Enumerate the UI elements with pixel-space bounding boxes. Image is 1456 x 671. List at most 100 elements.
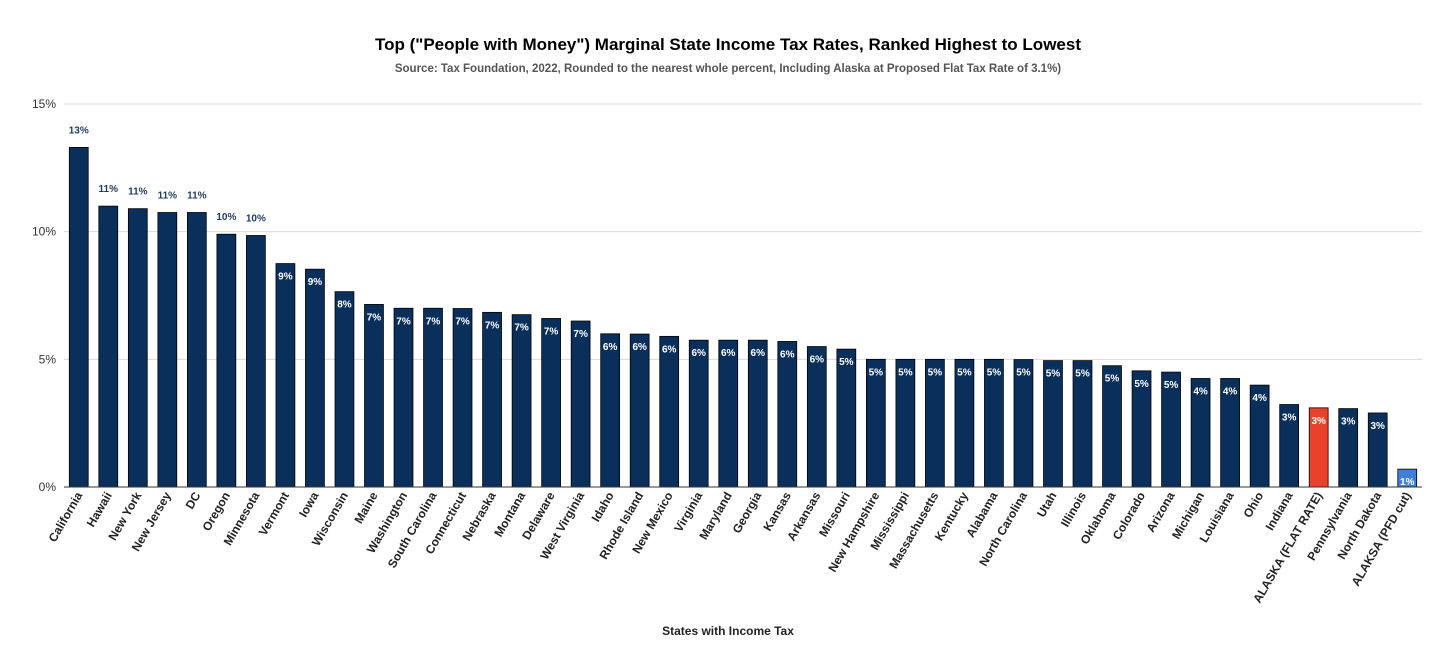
x-tick-label: Iowa — [296, 489, 322, 519]
data-labels: 13% 11% 11% 11% 11% 10% 10% 9% 9% 8% 7% 7% 7% 7% 7% 7% 7… — [69, 125, 1415, 488]
data-label: 7% — [367, 312, 382, 323]
data-label: 11% — [128, 187, 148, 198]
bar — [511, 314, 532, 488]
y-tick-label: 5% — [39, 352, 57, 366]
bar — [659, 335, 680, 488]
data-label: 7% — [544, 326, 559, 337]
x-tick-label: Georgia — [730, 489, 765, 536]
bar — [305, 268, 325, 488]
data-label: 5% — [928, 367, 943, 378]
data-label: 5% — [1134, 379, 1149, 390]
data-label: 11% — [187, 191, 207, 202]
bar — [836, 348, 857, 488]
bar — [246, 235, 266, 488]
bar — [68, 147, 89, 488]
data-label: 10% — [216, 212, 236, 223]
x-tick-label: Ohio — [1240, 490, 1266, 521]
data-label: 5% — [898, 367, 913, 378]
data-label: 5% — [957, 367, 972, 378]
data-label: 7% — [573, 329, 588, 340]
y-tick-label: 10% — [32, 225, 56, 239]
data-label: 3% — [1370, 421, 1385, 432]
bar — [157, 212, 178, 488]
x-tick-label: Utah — [1034, 490, 1059, 520]
data-label: 9% — [278, 272, 293, 283]
bar — [452, 308, 473, 488]
bar — [127, 208, 148, 488]
data-label: 5% — [1105, 374, 1120, 385]
bar — [334, 291, 355, 488]
data-label: 5% — [1016, 368, 1031, 379]
grid-lines — [64, 103, 1422, 360]
x-tick-label: Maine — [351, 489, 380, 526]
data-label: 7% — [396, 316, 411, 327]
data-label: 5% — [1075, 369, 1090, 380]
bar — [1013, 359, 1034, 488]
bar — [570, 320, 591, 488]
data-label: 5% — [1164, 380, 1179, 391]
data-label: 13% — [69, 125, 89, 136]
bar — [925, 358, 945, 488]
x-tick-label: Idaho — [589, 490, 617, 525]
bar — [954, 358, 975, 488]
data-label: 6% — [632, 342, 647, 353]
data-label: 6% — [780, 349, 795, 360]
bar — [98, 205, 119, 488]
data-label: 6% — [721, 348, 736, 359]
bar — [482, 311, 502, 488]
data-label: 7% — [485, 320, 500, 331]
data-label: 6% — [751, 348, 766, 359]
data-label: 7% — [455, 317, 470, 328]
x-tick-label: Illinois — [1058, 489, 1089, 529]
data-label: 10% — [246, 213, 266, 224]
data-label: 4% — [1252, 393, 1267, 404]
chart-subtitle: Source: Tax Foundation, 2022, Rounded to… — [395, 63, 1061, 75]
data-label: 5% — [839, 357, 854, 368]
data-label: 9% — [308, 277, 323, 288]
x-tick-label: Hawaii — [84, 490, 115, 530]
y-tick-label: 15% — [32, 97, 56, 111]
data-label: 6% — [662, 344, 677, 355]
x-tick-label: DC — [183, 489, 204, 511]
data-label: 5% — [987, 367, 1002, 378]
bar — [275, 263, 296, 488]
chart-title: Top ("People with Money") Marginal State… — [375, 35, 1081, 54]
data-label: 1% — [1400, 477, 1415, 488]
data-label: 3% — [1311, 416, 1326, 427]
data-label: 5% — [1046, 369, 1061, 380]
bar — [747, 339, 768, 488]
bar — [718, 339, 739, 488]
bar — [600, 333, 620, 488]
bar — [541, 318, 561, 488]
data-label: 6% — [691, 348, 706, 359]
data-label: 11% — [99, 184, 119, 195]
data-label: 8% — [337, 300, 352, 311]
bar — [393, 307, 414, 488]
data-label: 6% — [603, 342, 618, 353]
bar — [187, 212, 207, 488]
bar — [216, 233, 237, 488]
bar — [777, 341, 798, 488]
data-label: 7% — [426, 316, 441, 327]
data-label: 11% — [158, 191, 178, 202]
bar — [688, 339, 709, 488]
bar — [895, 358, 916, 488]
data-label: 6% — [810, 355, 825, 366]
data-label: 4% — [1223, 386, 1238, 397]
bar — [364, 304, 384, 488]
bar — [629, 333, 650, 488]
data-label: 3% — [1282, 413, 1297, 424]
data-label: 4% — [1193, 386, 1208, 397]
x-axis-label: States with Income Tax — [662, 624, 794, 638]
bar — [423, 307, 443, 488]
bar — [984, 358, 1004, 488]
x-tick-label: California — [46, 489, 86, 544]
y-tick-label: 0% — [39, 480, 57, 494]
data-label: 7% — [514, 323, 529, 334]
data-label: 3% — [1341, 417, 1356, 428]
bar — [806, 346, 827, 488]
data-label: 5% — [869, 367, 884, 378]
